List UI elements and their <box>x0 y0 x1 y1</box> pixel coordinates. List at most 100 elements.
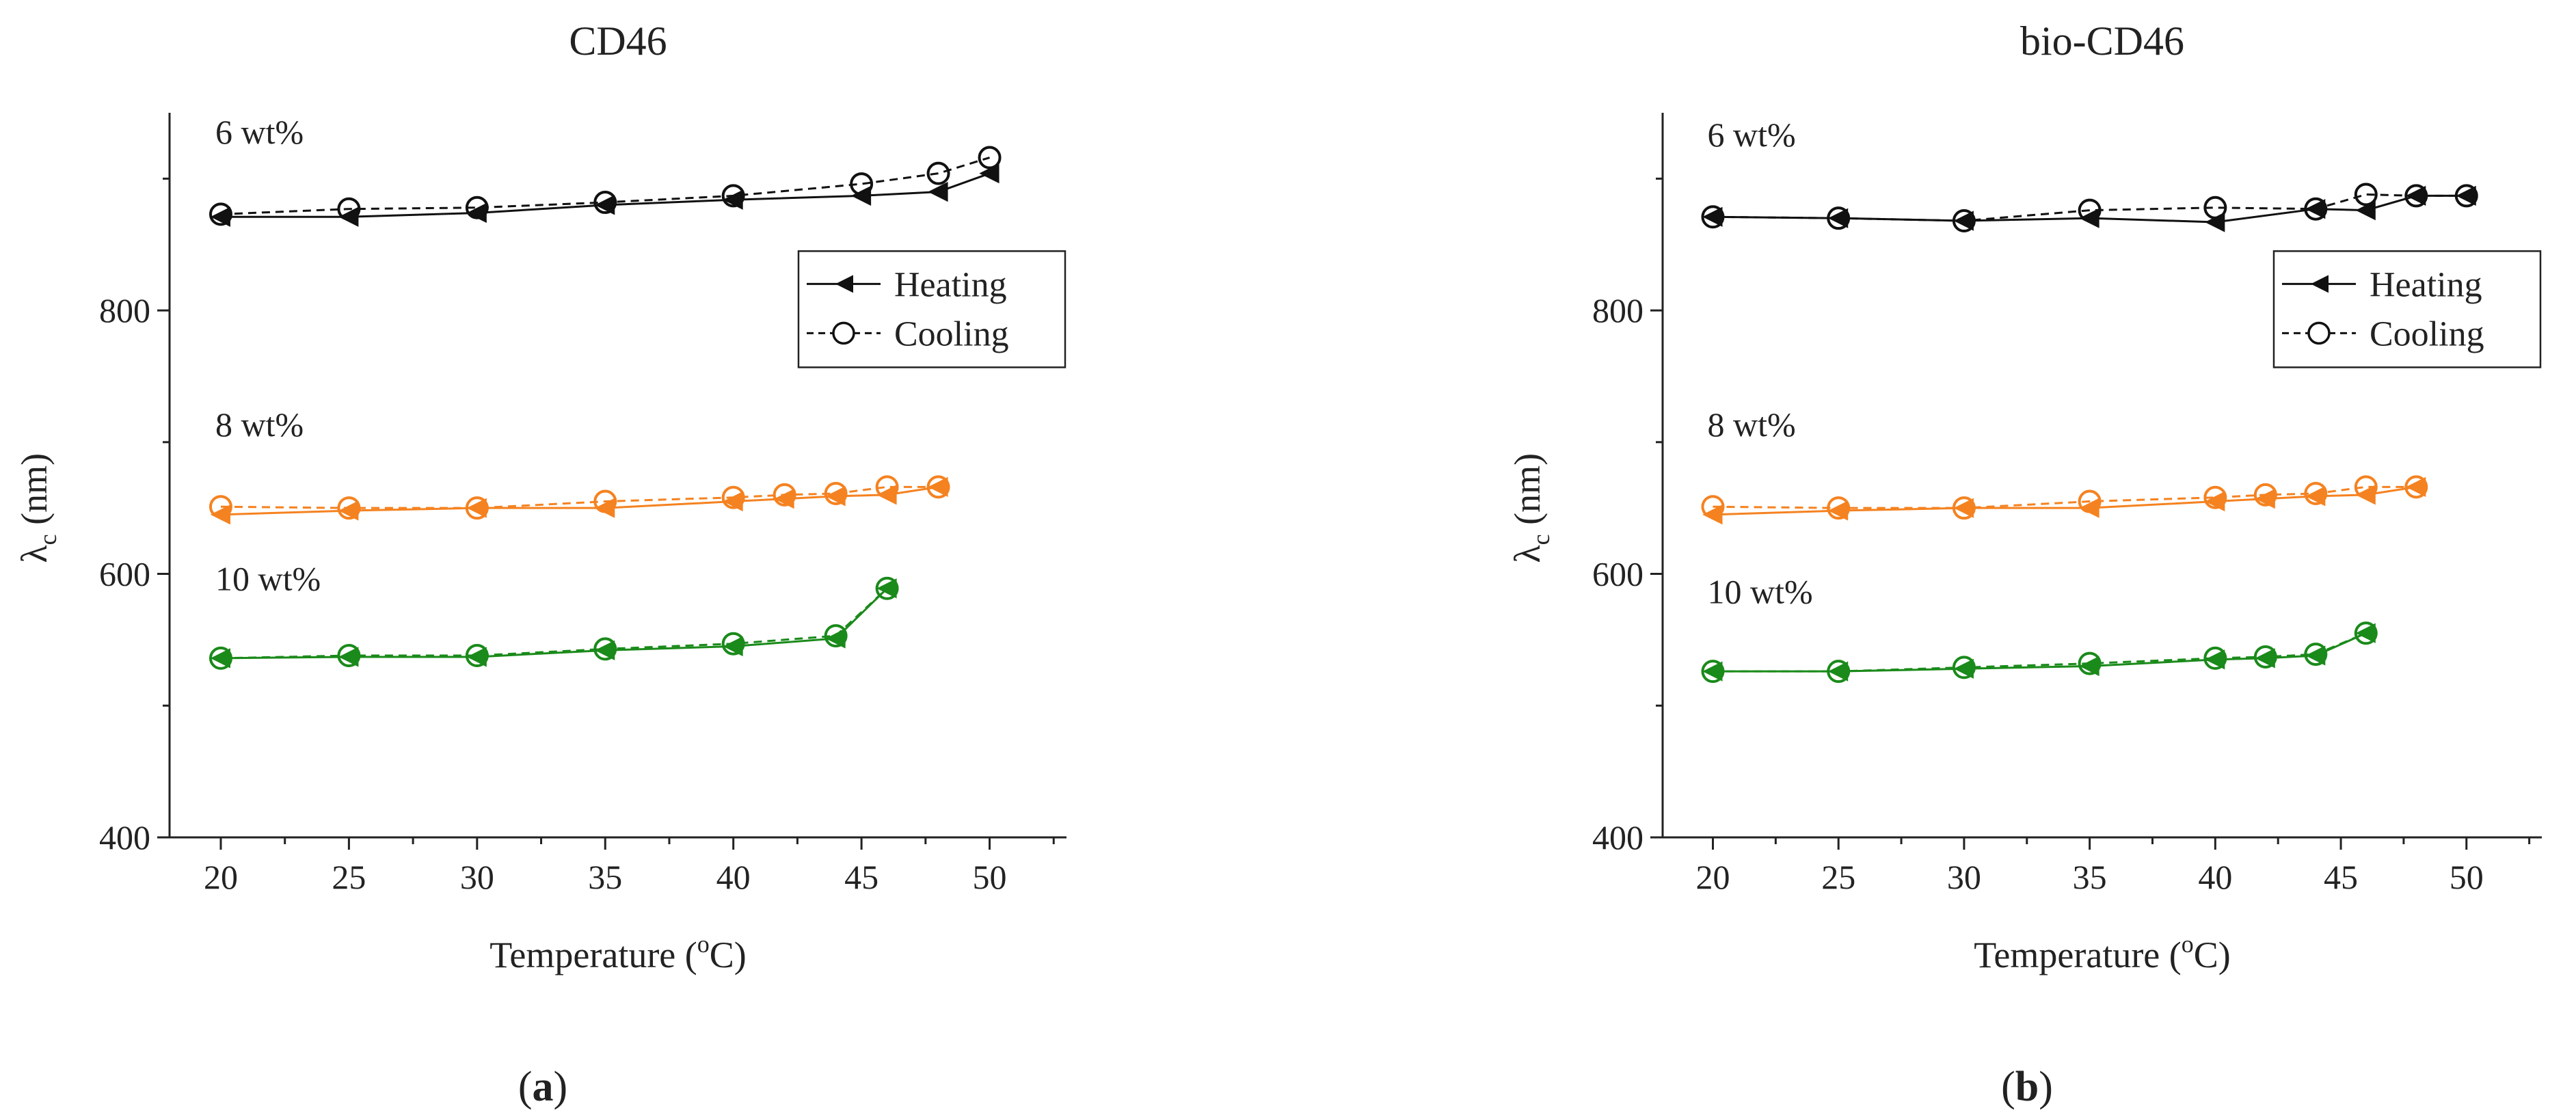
heating-marker <box>2205 212 2225 232</box>
x-tick-label: 50 <box>973 858 1007 896</box>
heating-marker <box>210 648 230 669</box>
heating-marker <box>2079 498 2099 518</box>
chart-panel-b: bio-CD46 400 600 800 20 25 30 35 40 45 50 Temperatu… <box>1507 18 2542 1110</box>
chart-title: bio-CD46 <box>2020 18 2184 64</box>
series-group-10wt: 10 wt% <box>209 559 899 670</box>
cooling-marker <box>337 644 361 668</box>
cooling-marker <box>824 481 848 505</box>
cooling-marker <box>2304 481 2328 505</box>
heating-marker <box>2305 486 2326 507</box>
chart-title: CD46 <box>569 18 667 64</box>
x-tick-label: 40 <box>2198 858 2232 896</box>
heating-line <box>220 485 939 516</box>
panel-caption: (a) <box>518 1064 567 1110</box>
cooling-marker <box>721 485 745 509</box>
heating-marker <box>979 163 999 184</box>
x-tick-label: 45 <box>844 858 878 896</box>
heating-marker <box>338 206 359 227</box>
series-label: 8 wt% <box>1707 405 1795 444</box>
heating-marker <box>1702 206 1723 227</box>
legend-box <box>797 250 1066 368</box>
cooling-marker <box>721 184 745 208</box>
cooling-marker <box>2203 646 2227 670</box>
cooling-marker <box>2253 645 2277 669</box>
heating-marker <box>850 185 872 206</box>
series-group-8wt: 8 wt% <box>209 405 950 525</box>
cooling-line <box>1713 193 2467 222</box>
series-label: 6 wt% <box>1707 116 1795 154</box>
y-axis-title: λc (nm) <box>1507 453 1555 563</box>
cooling-marker <box>2354 183 2378 206</box>
heating-marker <box>2355 485 2376 505</box>
heating-marker <box>2205 649 2225 670</box>
legend-cooling-label: Cooling <box>894 314 1009 353</box>
heating-marker <box>1953 498 1974 518</box>
y-tick-label: 800 <box>99 291 150 329</box>
cooling-marker <box>337 496 361 520</box>
cooling-marker <box>1827 496 1851 520</box>
y-tick-label: 400 <box>1592 818 1643 857</box>
legend-box <box>2272 250 2542 368</box>
series-group-8wt: 8 wt% <box>1701 405 2428 525</box>
heating-marker <box>338 647 359 667</box>
x-tick-label: 30 <box>460 858 494 896</box>
cooling-marker <box>2304 643 2328 666</box>
cooling-marker <box>1952 656 1976 679</box>
heating-marker <box>466 202 487 224</box>
series-group-10wt: 10 wt% <box>1701 573 2378 684</box>
legend-heating-marker <box>2311 275 2329 293</box>
series-label: 6 wt% <box>215 113 304 151</box>
heating-marker <box>2255 489 2275 509</box>
heating-marker <box>825 628 846 649</box>
cooling-marker <box>721 632 745 656</box>
heating-marker <box>723 491 743 512</box>
heating-marker <box>595 498 615 518</box>
x-tick-label: 50 <box>2450 858 2484 896</box>
heating-marker <box>2456 185 2476 206</box>
legend: Heating Cooling <box>797 250 1066 368</box>
cooling-marker <box>465 644 489 668</box>
heating-line <box>220 587 888 660</box>
y-tick-label: 600 <box>99 555 150 593</box>
heating-marker <box>595 195 615 215</box>
y-axis-title: λc (nm) <box>14 453 62 563</box>
heating-marker <box>928 476 948 497</box>
legend-heating-label: Heating <box>2370 265 2482 304</box>
heating-marker <box>723 636 743 657</box>
heating-marker <box>2406 476 2426 497</box>
y-tick-label: 800 <box>1592 291 1643 329</box>
heating-marker <box>1702 661 1723 682</box>
heating-marker <box>210 206 230 227</box>
series-label: 10 wt% <box>215 559 321 597</box>
legend-cooling-marker <box>2307 321 2331 345</box>
heating-marker <box>1827 661 1849 682</box>
cooling-marker <box>593 637 617 661</box>
x-tick-label: 35 <box>2073 858 2107 896</box>
x-tick-label: 25 <box>332 858 366 896</box>
heating-marker <box>1827 500 1849 521</box>
x-axis-title: Temperature (oC) <box>489 930 747 975</box>
chart-panel-a: CD46 400 600 800 20 25 30 35 40 45 50 Temperature (… <box>14 18 1066 1110</box>
heating-marker <box>928 182 948 202</box>
heating-line <box>220 172 991 218</box>
cooling-marker <box>824 624 848 648</box>
cooling-marker <box>2203 485 2227 509</box>
heating-marker <box>2255 648 2275 669</box>
x-tick-label: 25 <box>1821 858 1855 896</box>
heating-marker <box>595 640 615 660</box>
heating-marker <box>2305 645 2326 666</box>
heating-marker <box>2205 491 2225 512</box>
cooling-line <box>220 587 888 660</box>
cooling-line <box>1713 485 2417 509</box>
cooling-marker <box>978 146 1002 170</box>
cooling-marker <box>2253 483 2277 507</box>
x-tick-label: 35 <box>588 858 622 896</box>
panel-caption: (b) <box>2001 1064 2053 1110</box>
legend: Heating Cooling <box>2272 250 2542 368</box>
x-axis-title: Temperature (oC) <box>1974 930 2231 975</box>
heating-marker <box>774 489 794 509</box>
y-tick-label: 400 <box>99 818 150 857</box>
heating-marker <box>2079 208 2099 228</box>
heating-marker <box>2355 623 2376 643</box>
